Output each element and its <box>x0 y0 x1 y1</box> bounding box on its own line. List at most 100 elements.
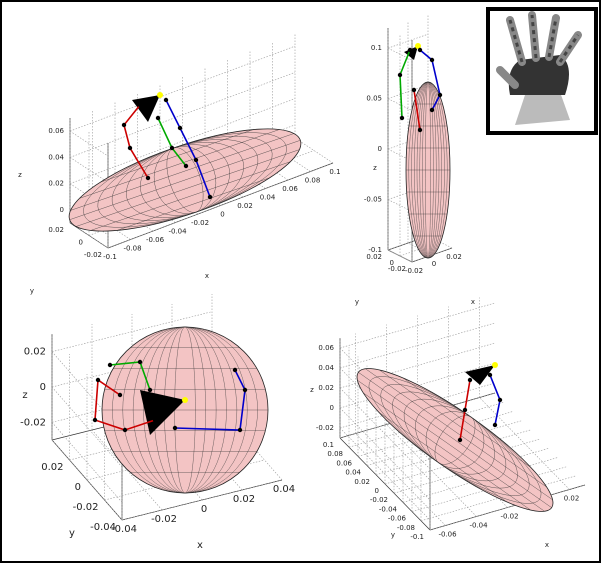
y-tick-label: 0 <box>75 482 81 493</box>
z-tick-label: 0.06 <box>48 127 64 135</box>
x-tick-label: 0.04 <box>273 484 295 495</box>
joint <box>164 98 168 102</box>
x-tick-label: 0.02 <box>237 202 253 210</box>
robot-hand-photo <box>488 9 596 133</box>
z-tick-label: 0.04 <box>48 153 64 161</box>
x-tick-label: 0.1 <box>329 168 340 176</box>
z-tick-label: 0 <box>330 404 334 412</box>
z-tick-label: 0.02 <box>48 180 64 188</box>
axis-label: x <box>545 541 549 549</box>
x-tick-label: 0 <box>201 504 207 515</box>
x-tick-label: 0.02 <box>564 495 580 503</box>
x-tick-label: 0.02 <box>446 253 462 261</box>
joint <box>208 195 212 199</box>
x-tick-label: -0.02 <box>500 513 518 521</box>
joint <box>156 116 160 120</box>
joint <box>498 398 502 402</box>
x-tick-label: 0 <box>432 260 436 268</box>
x-tick-label: -0.06 <box>146 236 165 244</box>
joint <box>148 388 152 392</box>
joint <box>430 108 434 112</box>
joint <box>418 128 422 132</box>
x-tick-label: 0.08 <box>305 177 321 185</box>
axis-label: y <box>69 528 75 539</box>
z-tick-label: 0.02 <box>24 347 46 358</box>
axis-label: x <box>205 272 209 280</box>
joint <box>173 426 177 430</box>
y-tick-label: -0.04 <box>90 522 116 533</box>
joint <box>243 388 247 392</box>
axis-label: y <box>30 287 34 295</box>
y-tick-label: 0.02 <box>48 226 64 234</box>
y-tick-label: -0.02 <box>84 251 102 259</box>
joint <box>412 88 416 92</box>
axis-label: z <box>22 390 27 401</box>
joint <box>400 116 404 120</box>
y-tick-label: -0.02 <box>73 502 99 513</box>
joint <box>178 126 182 130</box>
z-tick-label: 0.02 <box>318 384 334 392</box>
joint <box>153 418 157 422</box>
joint <box>408 48 412 52</box>
z-tick-label: -0.05 <box>364 196 382 204</box>
z-tick-label: 0.05 <box>366 95 382 103</box>
axis-label: y <box>355 298 359 306</box>
joint <box>146 176 150 180</box>
axis-label: x <box>471 298 475 306</box>
joint <box>122 123 126 127</box>
y-tick-label: 0.04 <box>345 469 361 477</box>
thumb-tip <box>157 92 163 98</box>
joint <box>138 360 142 364</box>
joint <box>418 48 422 52</box>
joint <box>128 146 132 150</box>
z-tick-label: 0 <box>40 382 46 393</box>
x-tick-label: 0.04 <box>260 194 276 202</box>
x-tick-label: 0.06 <box>282 185 298 193</box>
axis-label: y <box>391 531 395 539</box>
joint <box>430 58 434 62</box>
y-tick-label: -0.08 <box>397 524 415 532</box>
joint <box>238 428 242 432</box>
z-tick-label: 0 <box>378 145 382 153</box>
joint <box>468 378 472 382</box>
joint <box>493 423 497 427</box>
y-tick-label: 0 <box>390 259 394 267</box>
joint <box>118 393 122 397</box>
joint <box>170 146 174 150</box>
x-tick-label: -0.02 <box>191 219 209 227</box>
y-tick-label: 0.08 <box>327 450 343 458</box>
z-tick-label: 0.06 <box>318 344 334 352</box>
joint <box>194 158 198 162</box>
axis-label: z <box>18 171 22 179</box>
y-tick-label: 0.02 <box>366 253 382 261</box>
x-tick-label: -0.02 <box>405 267 423 275</box>
y-tick-label: 0.06 <box>336 459 352 467</box>
x-tick-label: -0.06 <box>438 531 457 539</box>
z-tick-label: 0 <box>60 206 64 214</box>
x-tick-label: -0.04 <box>469 522 488 530</box>
x-tick-label: -0.08 <box>123 245 141 253</box>
joint <box>233 368 237 372</box>
x-tick-label: -0.02 <box>151 514 177 525</box>
y-tick-label: 0.1 <box>323 441 334 449</box>
joint <box>108 363 112 367</box>
axis-label: z <box>310 386 314 394</box>
y-tick-label: -0.02 <box>370 496 388 504</box>
y-tick-label: 0.02 <box>354 478 370 486</box>
z-tick-label: -0.1 <box>368 246 382 254</box>
thumb-tip <box>492 362 498 368</box>
z-tick-label: -0.02 <box>20 417 46 428</box>
ellipsoid <box>406 82 450 258</box>
y-tick-label: -0.04 <box>379 505 398 513</box>
joint <box>398 73 402 77</box>
x-tick-label: -0.1 <box>103 253 117 261</box>
axis-label: x <box>197 540 203 551</box>
y-tick-label: 0 <box>79 239 83 247</box>
joint <box>138 103 142 107</box>
y-tick-label: -0.1 <box>410 533 424 541</box>
joint <box>184 164 188 168</box>
z-tick-label: 0.04 <box>318 364 334 372</box>
x-tick-label: 0.02 <box>233 494 255 505</box>
joint <box>458 438 462 442</box>
joint <box>123 428 127 432</box>
